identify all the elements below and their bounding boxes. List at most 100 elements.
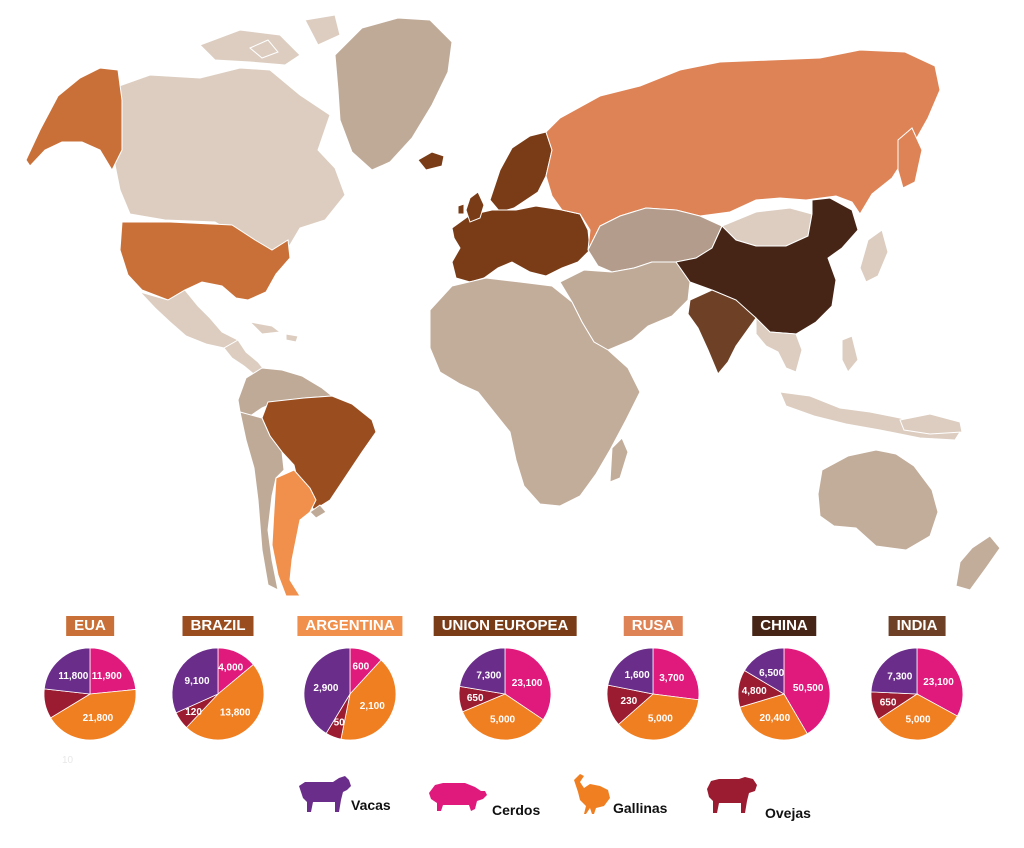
british-isles (457, 191, 485, 223)
pie-value-label: 120 (185, 707, 202, 718)
north-america (25, 14, 453, 377)
pie-chart: 11,900 21,800 11,800 (43, 647, 137, 741)
pie-value-label: 2,100 (360, 701, 385, 712)
pie-slice-vacas (171, 647, 219, 714)
legend-label: Ovejas (765, 805, 811, 821)
philippines (841, 335, 859, 373)
uruguay (309, 504, 327, 519)
country-panel-brazil: BRAZIL 4,000 13,800 120 9,100 (158, 616, 278, 756)
country-panel-union-europea: UNION EUROPEA 23,100 5,000 650 7,300 (433, 616, 577, 756)
country-panel-argentina: ARGENTINA 600 2,100 50 2,900 (290, 616, 410, 756)
pie-value-label: 230 (621, 696, 638, 707)
pie-value-label: 1,600 (625, 670, 650, 681)
pie-slice-cerdos (89, 647, 137, 695)
oceania (817, 413, 1001, 591)
andes-west (239, 411, 285, 591)
pie-chart: 4,000 13,800 120 9,100 (171, 647, 265, 741)
pie-slice-vacas (303, 647, 351, 734)
sheep-icon (707, 777, 757, 813)
legend-label: Vacas (351, 797, 391, 813)
pie-slice-cerdos (783, 647, 831, 735)
pie-slice-vacas (743, 647, 785, 695)
country-label: CHINA (752, 616, 816, 636)
pie-value-label: 3,700 (659, 673, 684, 684)
africa-continent (429, 277, 641, 507)
legend-label: Gallinas (613, 800, 668, 816)
country-panel-eua: EUA 11,900 21,800 11,800 (30, 616, 150, 756)
pie-value-label: 6,500 (759, 668, 784, 679)
pie-slice-gallinas (50, 689, 137, 741)
pie-value-label: 650 (467, 693, 484, 704)
country-label: BRAZIL (182, 616, 254, 636)
pie-chart: 600 2,100 50 2,900 (303, 647, 397, 741)
pie-slice-vacas (43, 647, 91, 695)
pie-value-label: 600 (353, 662, 370, 673)
country-label: UNION EUROPEA (433, 616, 577, 636)
pie-slice-gallinas (739, 693, 808, 741)
south-america (237, 367, 377, 597)
pie-slice-cerdos (504, 647, 552, 721)
pie-chart: 50,500 20,400 4,800 6,500 (737, 647, 831, 741)
country-panel-india: INDIA 23,100 5,000 650 7,300 (857, 616, 977, 756)
madagascar (609, 437, 629, 483)
pie-value-label: 11,800 (58, 671, 88, 682)
australia (817, 449, 939, 551)
country-label: RUSA (623, 616, 683, 636)
pie-value-label: 23,100 (923, 677, 954, 688)
pie-chart: 3,700 5,000 230 1,600 (606, 647, 700, 741)
pie-slice-gallinas (877, 693, 958, 741)
pie-value-label: 5,000 (648, 713, 673, 724)
pie-value-label: 7,300 (887, 671, 912, 682)
pie-slice-gallinas (462, 693, 544, 741)
pie-value-label: 20,400 (760, 713, 791, 724)
pie-slice-vacas (870, 647, 918, 695)
country-panel-china: CHINA 50,500 20,400 4,800 6,500 (724, 616, 844, 756)
pie-value-label: 23,100 (512, 678, 543, 689)
pie-value-label: 4,000 (218, 662, 243, 673)
country-label: ARGENTINA (297, 616, 403, 636)
pie-value-label: 4,800 (742, 686, 767, 697)
pie-value-label: 13,800 (220, 708, 251, 719)
scandinavia (489, 131, 553, 213)
southeast-asia (755, 316, 803, 373)
pie-chart: 23,100 5,000 650 7,300 (870, 647, 964, 741)
country-label: EUA (66, 616, 114, 636)
page-number: 10 (62, 755, 74, 766)
india (687, 289, 757, 375)
world-map (25, 14, 1001, 597)
legend-label: Cerdos (492, 802, 541, 818)
canada (107, 67, 346, 256)
canada-arctic-islands (199, 14, 341, 66)
pie-chart: 23,100 5,000 650 7,300 (458, 647, 552, 741)
asia (545, 49, 961, 441)
russia (545, 49, 941, 251)
pie-value-label: 5,000 (490, 714, 515, 725)
pie-slice-cerdos (916, 647, 964, 717)
usa (119, 221, 291, 301)
pie-slice-vacas (459, 647, 506, 695)
pie-value-label: 50 (334, 717, 346, 728)
pie-value-label: 50,500 (793, 683, 824, 694)
pie-value-label: 2,900 (313, 683, 338, 694)
country-panel-rusa: RUSA 3,700 5,000 230 1,600 (593, 616, 713, 756)
pie-slice-vacas (607, 647, 654, 695)
new-zealand (955, 535, 1001, 591)
pie-value-label: 650 (880, 697, 897, 708)
country-label: INDIA (888, 616, 946, 636)
pie-value-label: 9,100 (185, 676, 210, 687)
africa (429, 277, 641, 507)
pie-slice-gallinas (185, 663, 265, 741)
new-guinea (899, 413, 963, 435)
pie-slice-gallinas (340, 659, 397, 741)
pig-icon (429, 783, 487, 811)
alaska (25, 67, 123, 172)
pie-value-label: 11,900 (92, 671, 122, 682)
western-europe (451, 205, 591, 283)
europe (417, 131, 591, 283)
hen-icon (574, 774, 610, 814)
pie-value-label: 7,300 (476, 670, 501, 681)
mexico (138, 289, 240, 349)
pie-value-label: 21,800 (83, 713, 114, 724)
iceland (417, 151, 445, 171)
japan (859, 229, 889, 283)
